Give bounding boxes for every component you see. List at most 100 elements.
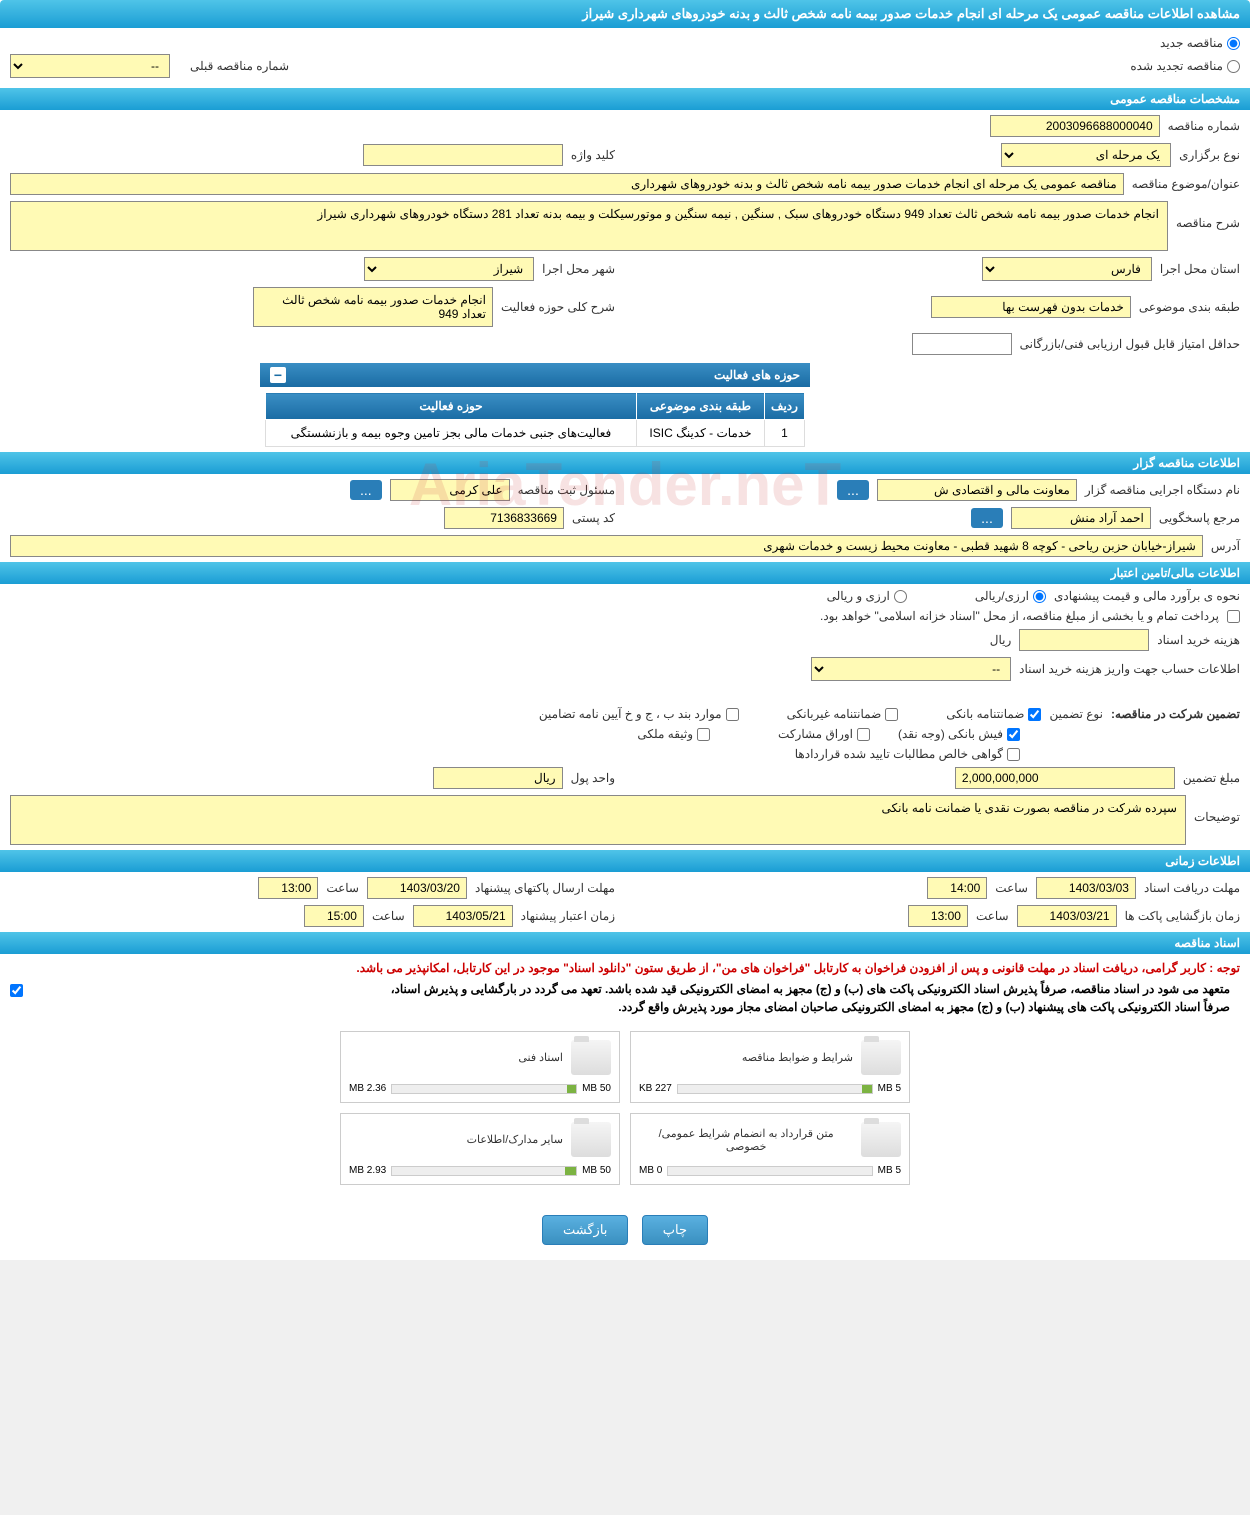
label-receipt: فیش بانکی (وجه نقد) <box>898 727 1003 741</box>
select-account[interactable]: -- <box>811 657 1011 681</box>
label-tender-number: شماره مناقصه <box>1168 119 1240 133</box>
field-tender-number: 2003096688000040 <box>990 115 1160 137</box>
doc-size: 2.93 MB <box>349 1165 386 1176</box>
folder-icon <box>571 1040 611 1075</box>
red-note: توجه : کاربر گرامی، دریافت اسناد در مهلت… <box>0 956 1250 980</box>
btn-org-more[interactable]: ... <box>837 480 869 500</box>
folder-icon <box>571 1122 611 1157</box>
label-registrar: مسئول ثبت مناقصه <box>518 483 615 497</box>
label-responder: مرجع پاسخگویی <box>1159 511 1240 525</box>
section-time: اطلاعات زمانی <box>0 850 1250 872</box>
label-submit: مهلت ارسال پاکتهای پیشنهاد <box>475 881 615 895</box>
field-validity-time: 15:00 <box>304 905 364 927</box>
checkbox-property[interactable] <box>697 728 710 741</box>
label-amount: مبلغ تضمین <box>1183 771 1240 785</box>
doc-max: 5 MB <box>878 1165 901 1176</box>
checkbox-bank[interactable] <box>1028 708 1041 721</box>
checkbox-contracts[interactable] <box>1007 748 1020 761</box>
label-new-tender: مناقصه جدید <box>1160 36 1223 50</box>
table-row: 1 خدمات - کدینگ ISIC فعالیت‌های جنبی خدم… <box>266 420 805 447</box>
print-button[interactable]: چاپ <box>642 1215 708 1245</box>
collapse-icon[interactable]: − <box>270 367 286 383</box>
checkbox-nonbank[interactable] <box>885 708 898 721</box>
doc-card[interactable]: متن قرارداد به انضمام شرایط عمومی/خصوصی … <box>630 1113 910 1185</box>
label-account: اطلاعات حساب جهت واریز هزینه خرید اسناد <box>1019 662 1240 676</box>
input-min-score[interactable] <box>912 333 1012 355</box>
label-open-time: ساعت <box>976 909 1009 923</box>
field-amount: 2,000,000,000 <box>955 767 1175 789</box>
select-holding-type[interactable]: یک مرحله ای <box>1001 143 1171 167</box>
doc-card[interactable]: سایر مدارک/اطلاعات 50 MB 2.93 MB <box>340 1113 620 1185</box>
btn-responder-more[interactable]: ... <box>971 508 1003 528</box>
label-renewed-tender: مناقصه تجدید شده <box>1130 59 1223 73</box>
field-open-time: 13:00 <box>908 905 968 927</box>
checkbox-securities[interactable] <box>857 728 870 741</box>
radio-rial[interactable] <box>1033 590 1046 603</box>
select-prev-number[interactable]: -- <box>10 54 170 78</box>
label-validity-time: ساعت <box>372 909 405 923</box>
label-keyword: کلید واژه <box>571 148 615 162</box>
doc-max: 50 MB <box>582 1083 611 1094</box>
doc-title: متن قرارداد به انضمام شرایط عمومی/خصوصی <box>639 1127 853 1153</box>
field-org-name: معاونت مالی و اقتصادی ش <box>877 479 1077 501</box>
doc-max: 50 MB <box>582 1165 611 1176</box>
field-registrar: علی کرمی <box>390 479 510 501</box>
folder-icon <box>861 1122 901 1157</box>
label-bank: ضمانتنامه بانکی <box>946 707 1024 721</box>
select-city[interactable]: شیراز <box>364 257 534 281</box>
field-responder: احمد آراد منش <box>1011 507 1151 529</box>
field-doc-cost <box>1019 629 1149 651</box>
section-docs: اسناد مناقصه <box>0 932 1250 954</box>
btn-registrar-more[interactable]: ... <box>350 480 382 500</box>
checkbox-regulations[interactable] <box>726 708 739 721</box>
label-unit: واحد پول <box>571 771 615 785</box>
th-activity: حوزه فعالیت <box>266 393 637 420</box>
activity-table: ردیف طبقه بندی موضوعی حوزه فعالیت 1 خدما… <box>265 392 805 447</box>
field-address: شیراز-خیابان حزبن ریاحی - کوچه 8 شهید قط… <box>10 535 1203 557</box>
doc-size: 0 MB <box>639 1165 662 1176</box>
doc-size: 227 KB <box>639 1083 672 1094</box>
checkbox-receipt[interactable] <box>1007 728 1020 741</box>
back-button[interactable]: بازگشت <box>542 1215 628 1245</box>
label-receive-time: ساعت <box>995 881 1028 895</box>
checkbox-treasury[interactable] <box>1227 610 1240 623</box>
label-submit-time: ساعت <box>326 881 359 895</box>
radio-foreign[interactable] <box>894 590 907 603</box>
field-receive-date: 1403/03/03 <box>1036 877 1136 899</box>
black-note1: متعهد می شود در اسناد مناقصه، صرفاً پذیر… <box>23 980 1240 998</box>
doc-max: 5 MB <box>878 1083 901 1094</box>
label-validity: زمان اعتبار پیشنهاد <box>521 909 615 923</box>
label-receive: مهلت دریافت اسناد <box>1144 881 1240 895</box>
label-classification: طبقه بندی موضوعی <box>1139 300 1240 314</box>
doc-size: 2.36 MB <box>349 1083 386 1094</box>
page-title-bar: مشاهده اطلاعات مناقصه عمومی یک مرحله ای … <box>0 0 1250 28</box>
page-title: مشاهده اطلاعات مناقصه عمومی یک مرحله ای … <box>582 6 1240 21</box>
doc-card[interactable]: شرایط و ضوابط مناقصه 5 MB 227 KB <box>630 1031 910 1103</box>
label-activity-desc: شرح کلی حوزه فعالیت <box>501 300 615 314</box>
doc-card[interactable]: اسناد فنی 50 MB 2.36 MB <box>340 1031 620 1103</box>
label-open: زمان بازگشایی پاکت ها <box>1125 909 1240 923</box>
field-classification: خدمات بدون فهرست بها <box>931 296 1131 318</box>
field-subject: مناقصه عمومی یک مرحله ای انجام خدمات صدو… <box>10 173 1124 195</box>
label-description: شرح مناقصه <box>1176 201 1240 230</box>
section-organizer: اطلاعات مناقصه گزار <box>0 452 1250 474</box>
section-financial: اطلاعات مالی/تامین اعتبار <box>0 562 1250 584</box>
field-receive-time: 14:00 <box>927 877 987 899</box>
doc-title: شرایط و ضوابط مناقصه <box>742 1051 853 1064</box>
field-submit-time: 13:00 <box>258 877 318 899</box>
label-nonbank: ضمانتنامه غیربانکی <box>787 707 882 721</box>
label-property: وثیقه ملکی <box>637 727 693 741</box>
radio-new-tender[interactable] <box>1227 37 1240 50</box>
label-org-name: نام دستگاه اجرایی مناقصه گزار <box>1085 483 1240 497</box>
label-doc-cost: هزینه خرید اسناد <box>1157 633 1240 647</box>
label-treasury: پرداخت تمام و یا بخشی از مبلغ مناقصه، از… <box>820 609 1219 623</box>
checkbox-commitment[interactable] <box>10 984 23 997</box>
select-province[interactable]: فارس <box>982 257 1152 281</box>
label-participate: تضمین شرکت در مناقصه: <box>1111 707 1240 721</box>
label-postal: کد پستی <box>572 511 615 525</box>
field-description: انجام خدمات صدور بیمه نامه شخص ثالث تعدا… <box>10 201 1168 251</box>
field-notes: سپرده شرکت در مناقصه بصورت نقدی یا ضمانت… <box>10 795 1186 845</box>
field-open-date: 1403/03/21 <box>1017 905 1117 927</box>
label-notes: توضیحات <box>1194 795 1240 824</box>
radio-renewed-tender[interactable] <box>1227 60 1240 73</box>
